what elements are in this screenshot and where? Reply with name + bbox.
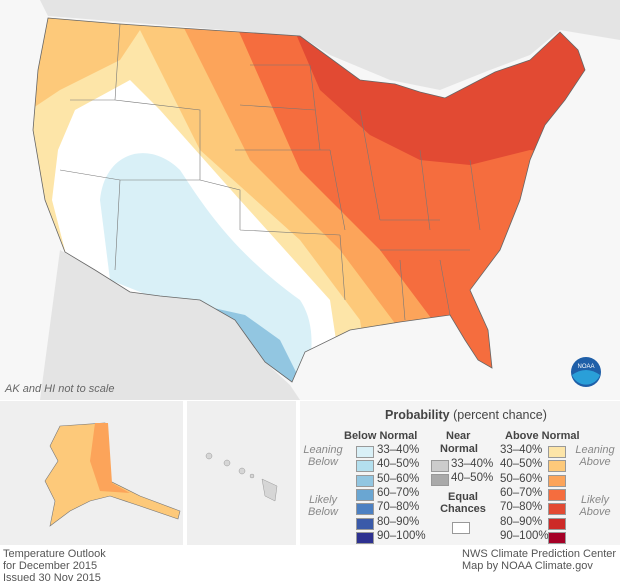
likely-below-label: Likely <box>308 494 338 506</box>
leaning-above-label-2: Above <box>579 456 611 468</box>
near-normal-header: Near <box>446 430 471 442</box>
below-label: 50–60% <box>377 472 420 485</box>
scale-note: AK and HI not to scale <box>5 383 115 395</box>
footer-credit: Map by NOAA Climate.gov <box>462 560 593 572</box>
footer-right: NWS Climate Prediction Center Map by NOA… <box>462 548 616 572</box>
footer-title: Temperature Outlook <box>3 548 106 560</box>
above-swatch <box>548 517 566 530</box>
noaa-logo: NOAA <box>571 357 601 387</box>
mexico-land <box>40 250 300 400</box>
above-label: 90–100% <box>500 529 549 542</box>
above-swatch <box>548 503 566 516</box>
near-label: 33–40% <box>451 458 494 470</box>
near-normal-header-2: Normal <box>440 443 478 455</box>
canada-land <box>0 0 620 90</box>
near-swatch <box>431 460 449 472</box>
near-label: 40–50% <box>451 472 494 485</box>
below-swatch <box>356 517 374 530</box>
below-label: 33–40% <box>377 444 420 456</box>
near-swatch <box>431 474 449 487</box>
above-normal-header: Above Normal <box>505 430 580 442</box>
below-swatch <box>356 474 374 487</box>
equal-chances-swatch <box>452 522 470 534</box>
likely-above-label: Likely <box>580 494 610 506</box>
below-label: 60–70% <box>377 486 420 499</box>
footer-issued: Issued 30 Nov 2015 <box>3 572 101 584</box>
leaning-below-label: Leaning <box>303 444 343 456</box>
above-swatch <box>548 531 566 544</box>
below-label: 70–80% <box>377 501 420 514</box>
above-swatch <box>548 460 566 473</box>
legend-title: Probability <box>385 408 450 422</box>
likely-below-label-2: Below <box>308 506 338 518</box>
above-swatch <box>548 474 566 487</box>
footer-source: NWS Climate Prediction Center <box>462 548 617 560</box>
above-swatch <box>548 488 566 501</box>
below-label: 90–100% <box>377 529 426 542</box>
below-normal-header: Below Normal <box>344 430 418 442</box>
below-swatch <box>356 460 374 473</box>
equal-chances-label-2: Chances <box>440 503 486 515</box>
below-swatch <box>356 503 374 516</box>
above-label: 80–90% <box>500 515 543 528</box>
below-swatch <box>356 531 374 544</box>
footer-left: Temperature Outlook for December 2015 Is… <box>3 548 106 584</box>
below-label: 40–50% <box>377 458 420 471</box>
equal-chances-label: Equal <box>448 491 478 503</box>
footer-period: for December 2015 <box>3 560 98 572</box>
above-label: 33–40% <box>500 444 543 456</box>
below-label: 80–90% <box>377 515 420 528</box>
below-swatch <box>356 488 374 501</box>
above-label: 70–80% <box>500 501 543 514</box>
alaska-inset <box>0 401 183 545</box>
probability-bands <box>33 18 585 382</box>
above-label: 50–60% <box>500 472 543 485</box>
likely-above-label-2: Above <box>579 506 611 518</box>
leaning-above-label: Leaning <box>575 444 615 456</box>
above-label: 40–50% <box>500 458 543 471</box>
below-swatch <box>356 446 374 458</box>
above-label: 60–70% <box>500 486 543 499</box>
probability-legend: Probability (percent chance) Below Norma… <box>300 401 620 545</box>
svg-text:NOAA: NOAA <box>577 364 594 370</box>
us-temperature-map: NOAA <box>0 0 620 400</box>
leaning-below-label-2: Below <box>308 456 338 468</box>
legend-subtitle: (percent chance) <box>453 408 547 422</box>
above-swatch <box>548 446 566 458</box>
hawaii-inset <box>187 401 296 545</box>
